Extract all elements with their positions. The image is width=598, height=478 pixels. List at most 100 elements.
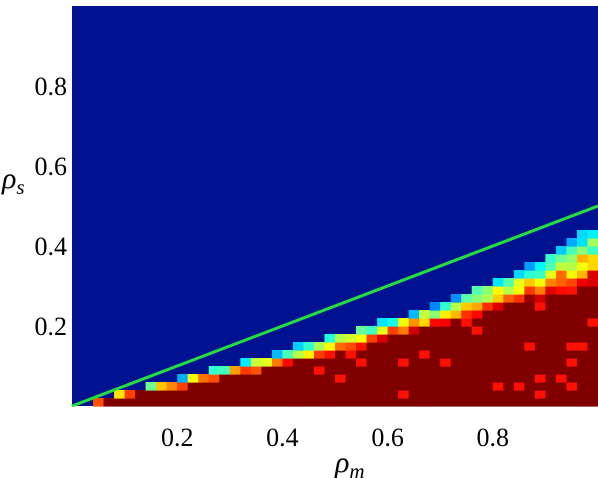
heatmap-cell (440, 302, 452, 311)
heatmap-cell (356, 358, 368, 367)
heatmap-cell (482, 334, 494, 343)
heatmap-cell (555, 366, 568, 375)
heatmap-cell (366, 326, 378, 335)
heatmap-cell (198, 398, 210, 407)
heatmap-cell (303, 374, 315, 383)
heatmap-cell (534, 326, 546, 335)
heatmap-cell (545, 382, 557, 391)
heatmap-cell (377, 382, 389, 391)
heatmap-cell (156, 398, 168, 407)
heatmap-cell (292, 342, 305, 351)
heatmap-cell (240, 382, 252, 391)
heatmap-cell (114, 398, 126, 407)
heatmap-cell (534, 286, 546, 295)
heatmap-cell (440, 334, 452, 343)
heatmap-cell (471, 390, 483, 399)
y-axis-label-symbol: ρ (1, 162, 16, 195)
heatmap-cell (313, 374, 326, 383)
heatmap-cell (545, 294, 557, 303)
heatmap-cell (471, 398, 483, 407)
heatmap-cell (576, 350, 589, 359)
heatmap-cell (534, 310, 546, 319)
y-tick-label: 0.6 (35, 152, 68, 181)
heatmap-cell (482, 342, 494, 351)
heatmap-cell (576, 262, 589, 271)
heatmap-cell (208, 366, 220, 375)
heatmap-cell (587, 318, 598, 327)
heatmap-cell (471, 350, 483, 359)
heatmap-cell (566, 342, 578, 351)
heatmap-cell (450, 390, 462, 399)
heatmap-cell (471, 310, 483, 319)
heatmap-cell (503, 326, 515, 335)
heatmap-cell (503, 334, 515, 343)
heatmap-cell (450, 350, 462, 359)
heatmap-cell (282, 398, 294, 407)
heatmap-cell (229, 382, 241, 391)
heatmap-cell (177, 374, 189, 383)
heatmap-cell (303, 366, 315, 375)
heatmap-cell (408, 382, 420, 391)
heatmap-cell (450, 398, 462, 407)
heatmap-cell (566, 238, 578, 247)
heatmap-cell (429, 318, 441, 327)
heatmap-cell (377, 374, 389, 383)
heatmap-cell (387, 326, 399, 335)
heatmap-cell (114, 390, 126, 399)
heatmap-cell (440, 382, 452, 391)
heatmap-cell (345, 334, 357, 343)
heatmap-cell (461, 366, 473, 375)
heatmap-cell (566, 262, 578, 271)
heatmap-cell (366, 398, 378, 407)
heatmap-cell (440, 342, 452, 351)
heatmap-cell (524, 350, 536, 359)
heatmap-cell (503, 358, 515, 367)
heatmap-cell (303, 350, 315, 359)
heatmap-cell (398, 334, 410, 343)
heatmap-cell (229, 366, 241, 375)
heatmap-cell (440, 390, 452, 399)
heatmap-cell (429, 334, 441, 343)
heatmap-cell (377, 366, 389, 375)
heatmap-cell (282, 382, 294, 391)
heatmap-cell (229, 390, 241, 399)
heatmap-cell (461, 390, 473, 399)
heatmap-cell (440, 398, 452, 407)
heatmap-cell (461, 318, 473, 327)
heatmap-cell (324, 342, 336, 351)
heatmap-cell (576, 366, 589, 375)
heatmap-cell (492, 358, 504, 367)
heatmap-cell (387, 358, 399, 367)
heatmap-cell (524, 270, 536, 279)
heatmap-cell (555, 358, 568, 367)
heatmap-cell (345, 342, 357, 351)
heatmap-cell (324, 398, 336, 407)
heatmap-cell (587, 278, 598, 287)
heatmap-cell (429, 358, 441, 367)
heatmap-cell (587, 342, 598, 351)
heatmap-cell (419, 334, 431, 343)
heatmap-cell (335, 358, 347, 367)
heatmap-cell (524, 366, 536, 375)
heatmap-cell (219, 366, 231, 375)
heatmap-cell (240, 366, 252, 375)
heatmap-cell (524, 302, 536, 311)
heatmap-cell (303, 342, 315, 351)
heatmap-cell (377, 342, 389, 351)
heatmap-cell (555, 246, 568, 255)
heatmap-cell (587, 310, 598, 319)
heatmap-cell (576, 270, 589, 279)
heatmap-cell (450, 318, 462, 327)
heatmap-cell (482, 310, 494, 319)
heatmap-cell (482, 350, 494, 359)
heatmap-cell (156, 382, 168, 391)
heatmap-cell (324, 382, 336, 391)
heatmap-cell (377, 318, 389, 327)
heatmap-cell (292, 358, 305, 367)
heatmap-cell (440, 310, 452, 319)
heatmap-cell (366, 358, 378, 367)
heatmap-cell (566, 358, 578, 367)
heatmap-cell (398, 326, 410, 335)
heatmap-cell (292, 398, 305, 407)
